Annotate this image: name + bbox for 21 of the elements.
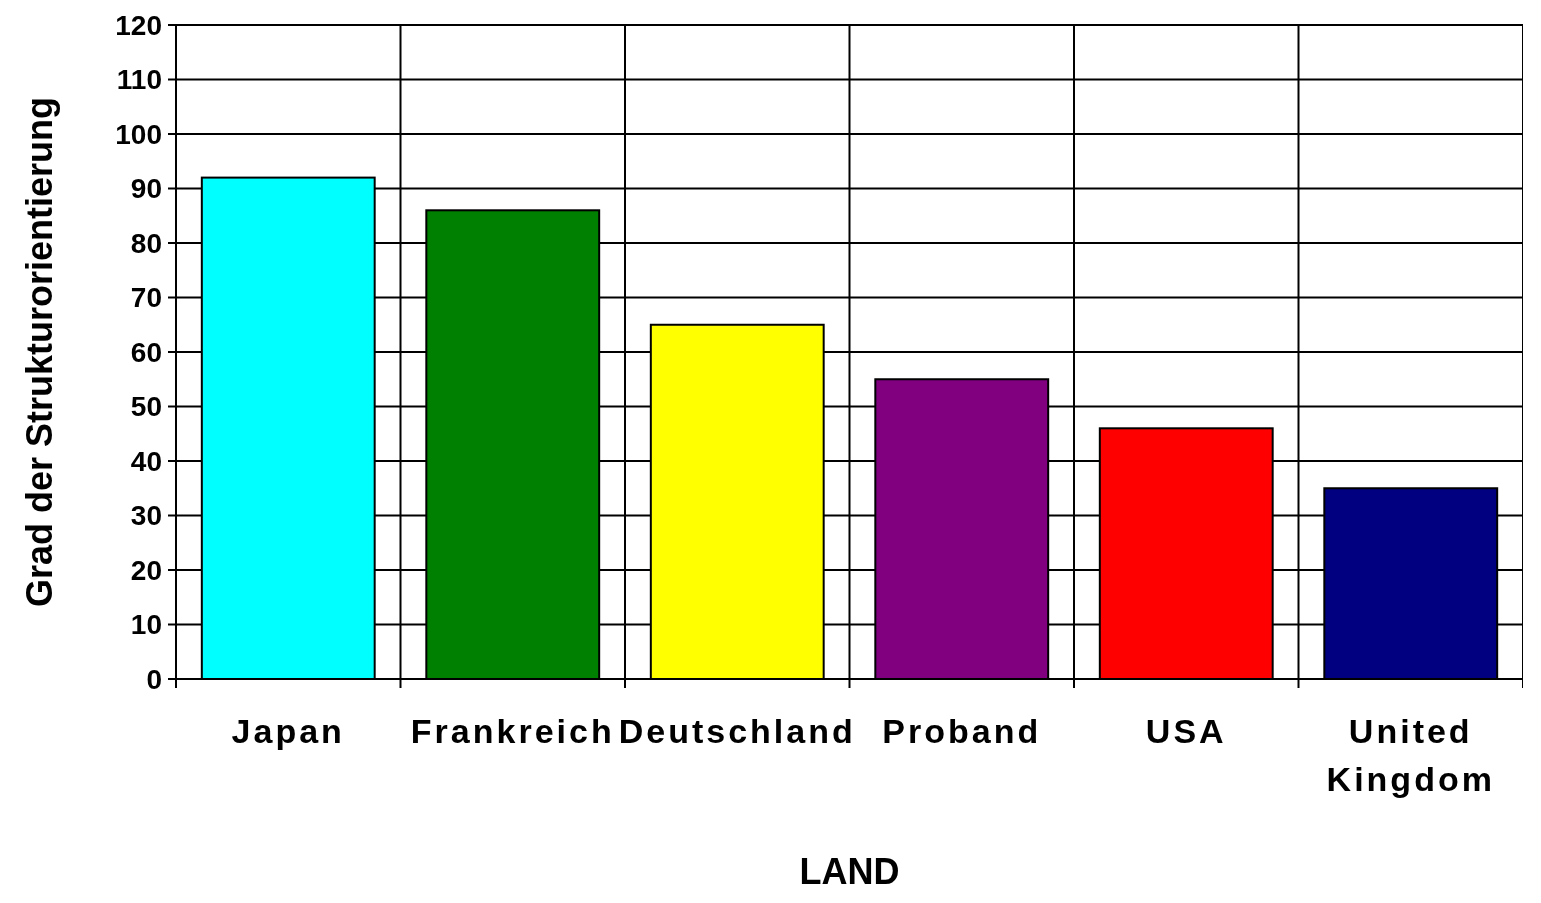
y-tick-label: 120 xyxy=(115,9,162,41)
y-tick-label: 40 xyxy=(130,445,162,477)
y-tick-label: 30 xyxy=(130,500,162,532)
y-tick-label: 0 xyxy=(146,663,162,695)
y-tick-label: 50 xyxy=(130,391,162,423)
x-tick-label: Japan xyxy=(231,712,345,750)
y-tick-label: 110 xyxy=(116,64,162,96)
x-tick-label: USA xyxy=(1145,712,1227,750)
y-tick-label: 60 xyxy=(130,336,162,368)
y-tick-label: 90 xyxy=(130,173,162,205)
x-tick-label: Deutschland xyxy=(618,712,856,750)
x-tick-label: Frankreich xyxy=(410,712,615,750)
x-tick-label: United Kingdom xyxy=(1326,712,1495,798)
y-tick-label: 100 xyxy=(115,118,162,150)
x-axis-title: LAND xyxy=(799,851,900,892)
y-axis-title: Grad der Strukturorientierung xyxy=(19,96,60,608)
y-tick-label: 70 xyxy=(130,282,162,314)
x-tick-label: Proband xyxy=(882,712,1042,750)
y-tick-label: 80 xyxy=(130,227,162,259)
y-tick-label: 10 xyxy=(130,609,162,641)
y-tick-label: 20 xyxy=(130,554,162,586)
